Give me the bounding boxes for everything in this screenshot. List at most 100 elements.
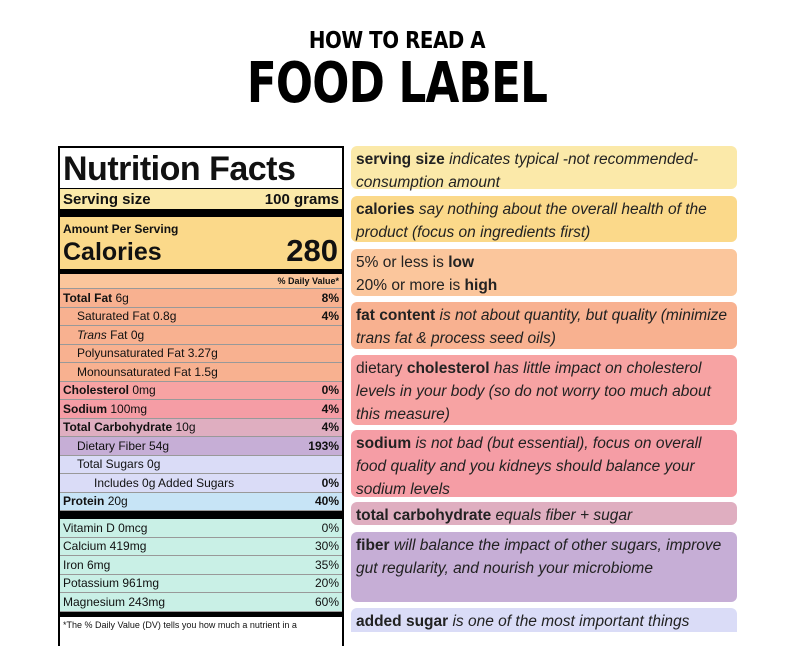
note-added-sugar: added sugar is one of the most important… (351, 608, 737, 632)
note-fiber: fiber will balance the impact of other s… (351, 532, 737, 602)
fiber-label: Dietary Fiber 54g (77, 438, 170, 453)
calories-box: Amount Per Serving Calories 280 (60, 217, 342, 269)
calories-label: Calories (63, 238, 162, 266)
note-calories-bold: calories (356, 201, 415, 218)
sodium-label: Sodium (63, 401, 107, 416)
sodium-pct: 4% (321, 401, 339, 416)
added-sugars-pct: 0% (321, 475, 339, 490)
trans-fat-label: Fat 0g (110, 327, 145, 342)
vitamin-row: Potassium 961mg 20% (60, 574, 342, 593)
added-sugars-label: Includes 0g Added Sugars (94, 475, 235, 490)
vitamin-label: Iron 6mg (63, 557, 111, 572)
vitamin-pct: 35% (314, 557, 339, 572)
label-title: Nutrition Facts (60, 148, 342, 189)
added-sugars-row: Includes 0g Added Sugars 0% (60, 474, 342, 493)
divider-medium (60, 269, 342, 274)
note-cholesterol-bold: cholesterol (406, 360, 490, 377)
note-sugar-bold: added sugar (356, 613, 449, 630)
serving-label: Serving size (63, 190, 151, 208)
vitamin-row: Iron 6mg 35% (60, 556, 342, 575)
note-fat: fat content is not about quantity, but q… (351, 302, 737, 349)
note-cholesterol-text: has little impact on cholesterol levels … (356, 360, 711, 423)
fiber-pct: 193% (308, 438, 339, 453)
saturated-fat-pct: 4% (321, 309, 339, 324)
note-cholesterol-pre: dietary (356, 360, 403, 377)
calories-value: 280 (286, 233, 338, 268)
note-sodium: sodium is not bad (but essential), focus… (351, 430, 737, 498)
vitamin-label: Potassium 961mg (63, 576, 160, 591)
vitamin-pct: 20% (314, 576, 339, 591)
total-fat-row: Total Fat 6g 8% (60, 289, 342, 308)
note-fiber-text: will balance the impact of other sugars,… (356, 537, 722, 577)
vitamin-row: Vitamin D 0mcg 0% (60, 519, 342, 538)
nutrition-facts-label: Nutrition Facts Serving size 100 grams A… (58, 146, 344, 646)
note-fat-text: is not about quantity, but quality (mini… (356, 307, 728, 347)
vitamin-label: Vitamin D 0mcg (63, 520, 148, 535)
header-title: FOOD LABEL (246, 51, 548, 116)
vitamin-pct: 60% (314, 594, 339, 609)
trans-fat-italic: Trans (77, 327, 107, 342)
divider-footnote (60, 611, 342, 617)
saturated-fat-label: Saturated Fat 0.8g (77, 309, 177, 324)
sugars-row: Total Sugars 0g (60, 455, 342, 474)
divider-thick (60, 209, 342, 217)
cholesterol-label: Cholesterol (63, 383, 130, 398)
note-carb-text: equals fiber + sugar (495, 507, 633, 524)
note-carb-bold: total carbohydrate (356, 507, 492, 524)
note-calories: calories say nothing about the overall h… (351, 196, 737, 242)
note-carbohydrate: total carbohydrate equals fiber + sugar (351, 502, 737, 525)
serving-size-row: Serving size 100 grams (60, 189, 342, 209)
footnote: *The % Daily Value (DV) tells you how mu… (60, 616, 342, 633)
poly-fat-label: Polyunsaturated Fat 3.27g (77, 346, 218, 361)
vitamin-row: Calcium 419mg 30% (60, 537, 342, 556)
protein-pct: 40% (314, 494, 339, 509)
vitamin-pct: 0% (321, 520, 339, 535)
divider-thick-lower (60, 511, 342, 519)
carb-row: Total Carbohydrate 10g 4% (60, 418, 342, 437)
note-sodium-text: is not bad (but essential), focus on ove… (356, 435, 702, 498)
note-calories-text: say nothing about the overall health of … (356, 201, 707, 241)
poly-fat-row: Polyunsaturated Fat 3.27g (60, 344, 342, 363)
note-dv-low-text: 5% or less is (356, 254, 444, 271)
serving-value: 100 grams (264, 190, 339, 208)
note-fat-bold: fat content (356, 307, 436, 324)
cholesterol-row: Cholesterol 0mg 0% (60, 381, 342, 400)
vitamin-label: Calcium 419mg (63, 539, 147, 554)
header-subtitle: HOW TO READ A (308, 28, 486, 54)
saturated-fat-row: Saturated Fat 0.8g 4% (60, 307, 342, 326)
mono-fat-label: Monounsaturated Fat 1.5g (77, 364, 218, 379)
note-daily-value: 5% or less is low 20% or more is high (351, 249, 737, 296)
vitamin-pct: 30% (314, 539, 339, 554)
cholesterol-amount: 0mg (132, 383, 156, 398)
total-fat-pct: 8% (321, 290, 339, 305)
note-sugar-text: is one of the most important things (452, 613, 690, 630)
total-fat-amount: 6g (115, 290, 129, 305)
protein-amount: 20g (107, 494, 128, 509)
vitamin-label: Magnesium 243mg (63, 594, 166, 609)
note-serving-bold: serving size (356, 151, 445, 168)
protein-row: Protein 20g 40% (60, 492, 342, 511)
sugars-label: Total Sugars 0g (77, 457, 161, 472)
sodium-amount: 100mg (110, 401, 148, 416)
note-dv-low-bold: low (448, 254, 475, 271)
carb-label: Total Carbohydrate (63, 420, 173, 435)
trans-fat-row: Trans Fat 0g (60, 326, 342, 345)
vitamin-row: Magnesium 243mg 60% (60, 593, 342, 612)
note-sodium-bold: sodium (356, 435, 412, 452)
mono-fat-row: Monounsaturated Fat 1.5g (60, 363, 342, 382)
protein-label: Protein (63, 494, 105, 509)
note-serving-text: indicates typical -not recommended- cons… (356, 151, 699, 191)
sodium-row: Sodium 100mg 4% (60, 400, 342, 419)
daily-value-header: % Daily Value* (60, 274, 342, 289)
cholesterol-pct: 0% (321, 383, 339, 398)
note-dv-high-text: 20% or more is (356, 277, 461, 294)
fiber-row: Dietary Fiber 54g 193% (60, 437, 342, 456)
note-dv-high-bold: high (464, 277, 498, 294)
note-fiber-bold: fiber (356, 537, 390, 554)
amount-per-serving: Amount Per Serving (63, 222, 179, 236)
total-fat-label: Total Fat (63, 290, 113, 305)
note-serving-size: serving size indicates typical -not reco… (351, 146, 737, 191)
carb-pct: 4% (321, 420, 339, 435)
note-cholesterol: dietary cholesterol has little impact on… (351, 355, 737, 425)
carb-amount: 10g (175, 420, 196, 435)
